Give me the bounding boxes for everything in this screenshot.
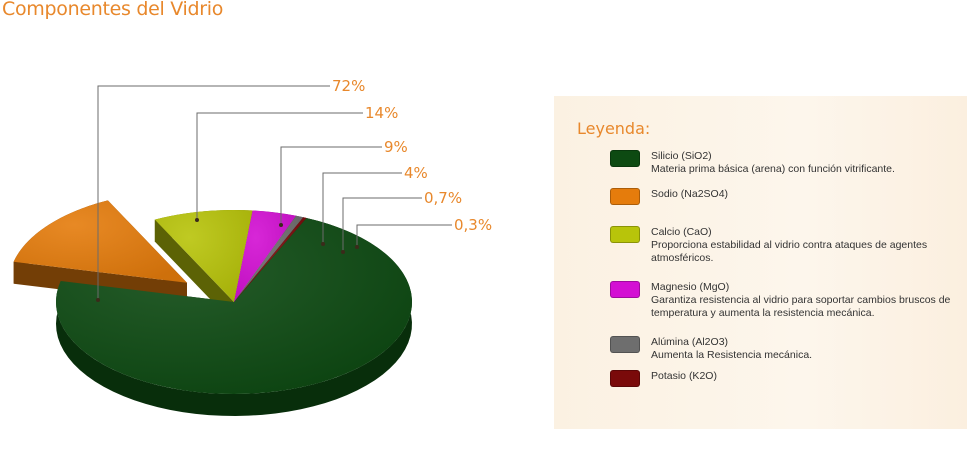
leader-line <box>356 224 452 247</box>
legend-item-description: Proporciona estabilidad al vidrio contra… <box>651 239 928 264</box>
pie-label: 9% <box>384 138 408 156</box>
legend-item: Calcio (CaO) Proporciona estabilidad al v… <box>610 226 957 265</box>
legend-item-name: Sodio (Na2SO4) <box>651 188 729 200</box>
leader-dot <box>341 250 345 254</box>
legend-swatch <box>610 281 640 298</box>
page-title: Componentes del Vidrio <box>2 0 224 20</box>
legend-item: Potasio (K2O) <box>610 370 957 387</box>
leader-dot <box>321 242 325 246</box>
legend-item-name: Potasio (K2O) <box>651 370 717 382</box>
leader-line <box>196 112 363 220</box>
legend-item-name: Calcio (CaO) <box>651 226 712 238</box>
leader-line <box>322 172 402 244</box>
leader-dot <box>195 218 199 222</box>
pie-label: 0,7% <box>424 189 462 207</box>
legend-item-name: Magnesio (MgO) <box>651 281 730 293</box>
leader-line <box>97 85 330 300</box>
pie-label: 72% <box>332 77 365 95</box>
legend-item-name: Silicio (SiO2) <box>651 150 712 162</box>
pie-slice-shade <box>234 215 304 302</box>
pie-label: 0,3% <box>454 216 492 234</box>
pie-slice-shade <box>56 217 413 394</box>
pie-slice-shade <box>154 210 253 302</box>
legend-item-description: Aumenta la Resistencia mecánica. <box>651 349 813 361</box>
legend-item-name: Alúmina (Al2O3) <box>651 336 729 348</box>
legend-title: Leyenda: <box>577 119 651 138</box>
pie-slice-shade <box>234 217 307 302</box>
legend-item: Sodio (Na2SO4) <box>610 188 957 205</box>
legend-item: Magnesio (MgO) Garantiza resistencia al v… <box>610 281 957 320</box>
pie-slice-edge <box>154 219 234 324</box>
leader-dot <box>355 245 359 249</box>
legend-panel: Leyenda: Silicio (SiO2) Materia prima bás… <box>554 96 967 429</box>
legend-item-description: Garantiza resistencia al vidrio para sop… <box>651 294 951 319</box>
pie-slice-shade <box>234 210 297 302</box>
pie-label: 14% <box>365 104 398 122</box>
legend-item: Alúmina (Al2O3) Aumenta la Resistencia me… <box>610 336 957 362</box>
legend-swatch <box>610 370 640 387</box>
legend-item: Silicio (SiO2) Materia prima básica (aren… <box>610 150 957 176</box>
legend-swatch <box>610 188 640 205</box>
pie-chart: 72%14% 9% 4% 0,7% 0,3% <box>13 77 492 416</box>
pie-slice-shade <box>13 200 187 283</box>
legend-swatch <box>610 336 640 353</box>
leader-line <box>280 146 382 225</box>
legend-swatch <box>610 226 640 243</box>
leader-dot <box>279 223 283 227</box>
pie-label: 4% <box>404 164 428 182</box>
legend-swatch <box>610 150 640 167</box>
leader-dot <box>96 298 100 302</box>
legend-item-description: Materia prima básica (arena) con función… <box>651 163 895 175</box>
leader-line <box>342 197 422 252</box>
